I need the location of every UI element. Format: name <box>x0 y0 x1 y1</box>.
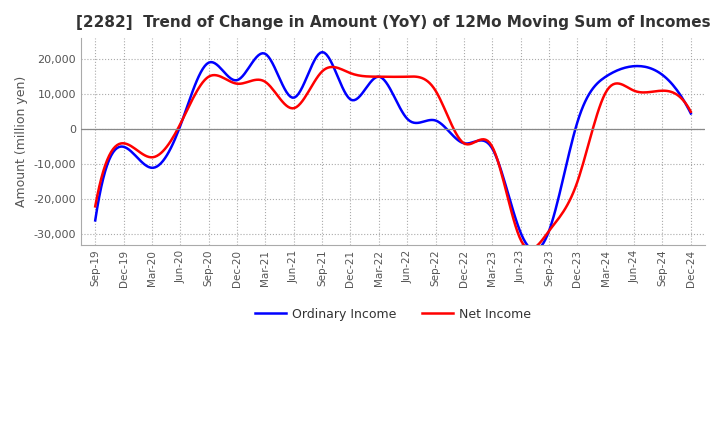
Legend: Ordinary Income, Net Income: Ordinary Income, Net Income <box>250 303 536 326</box>
Ordinary Income <box>457 140 466 145</box>
Ordinary Income <box>686 111 695 116</box>
Ordinary Income <box>635 63 644 69</box>
Line: Ordinary Income: Ordinary Income <box>95 52 690 250</box>
Y-axis label: Amount (million yen): Amount (million yen) <box>15 76 28 207</box>
Net Income <box>447 122 456 128</box>
Net Income <box>686 109 695 114</box>
Line: Net Income: Net Income <box>95 67 690 249</box>
Ordinary Income <box>446 130 454 135</box>
Net Income <box>93 194 102 199</box>
Ordinary Income <box>93 205 102 211</box>
Net Income <box>91 204 99 209</box>
Ordinary Income <box>597 77 606 83</box>
Net Income <box>457 139 466 144</box>
Ordinary Income <box>447 132 456 137</box>
Net Income <box>597 100 606 105</box>
Ordinary Income <box>531 247 540 253</box>
Ordinary Income <box>91 218 99 223</box>
Ordinary Income <box>318 49 327 55</box>
Net Income <box>525 246 534 252</box>
Net Income <box>635 89 644 95</box>
Title: [2282]  Trend of Change in Amount (YoY) of 12Mo Moving Sum of Incomes: [2282] Trend of Change in Amount (YoY) o… <box>76 15 711 30</box>
Net Income <box>328 64 336 70</box>
Net Income <box>446 118 454 123</box>
